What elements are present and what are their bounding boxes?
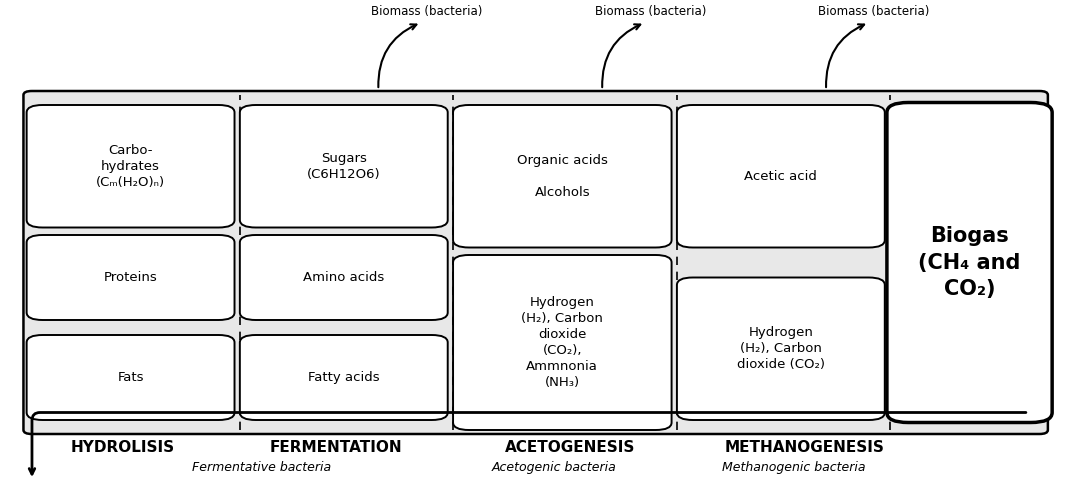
FancyBboxPatch shape <box>27 335 235 420</box>
Text: Acetogenic bacteria: Acetogenic bacteria <box>491 461 617 474</box>
FancyBboxPatch shape <box>240 105 448 228</box>
Text: Methanogenic bacteria: Methanogenic bacteria <box>723 461 866 474</box>
FancyBboxPatch shape <box>27 235 235 320</box>
Text: Biomass (bacteria): Biomass (bacteria) <box>371 4 482 18</box>
Text: Carbo-
hydrates
(Cₘ(H₂O)ₙ): Carbo- hydrates (Cₘ(H₂O)ₙ) <box>96 144 165 188</box>
Text: Hydrogen
(H₂), Carbon
dioxide
(CO₂),
Ammnonia
(NH₃): Hydrogen (H₂), Carbon dioxide (CO₂), Amm… <box>521 296 603 389</box>
Text: Fatty acids: Fatty acids <box>308 371 379 384</box>
FancyBboxPatch shape <box>27 105 235 228</box>
FancyBboxPatch shape <box>453 105 672 248</box>
FancyBboxPatch shape <box>677 105 885 248</box>
FancyBboxPatch shape <box>453 255 672 430</box>
FancyBboxPatch shape <box>240 335 448 420</box>
Text: FERMENTATION: FERMENTATION <box>270 440 402 455</box>
Text: Fats: Fats <box>117 371 144 384</box>
Text: Organic acids

Alcohols: Organic acids Alcohols <box>517 154 608 198</box>
Text: Hydrogen
(H₂), Carbon
dioxide (CO₂): Hydrogen (H₂), Carbon dioxide (CO₂) <box>737 326 825 371</box>
Text: HYDROLISIS: HYDROLISIS <box>70 440 175 455</box>
FancyBboxPatch shape <box>677 278 885 420</box>
FancyBboxPatch shape <box>23 91 1048 434</box>
Text: ACETOGENESIS: ACETOGENESIS <box>505 440 635 455</box>
Text: Biomass (bacteria): Biomass (bacteria) <box>595 4 706 18</box>
Text: Biomass (bacteria): Biomass (bacteria) <box>819 4 930 18</box>
Text: Acetic acid: Acetic acid <box>744 170 818 182</box>
Text: METHANOGENESIS: METHANOGENESIS <box>725 440 885 455</box>
Text: Proteins: Proteins <box>103 271 158 284</box>
Text: Sugars
(C6H12O6): Sugars (C6H12O6) <box>307 152 381 180</box>
FancyBboxPatch shape <box>887 102 1052 422</box>
Text: Fermentative bacteria: Fermentative bacteria <box>192 461 330 474</box>
Text: Biogas
(CH₄ and
CO₂): Biogas (CH₄ and CO₂) <box>918 226 1021 299</box>
Text: Amino acids: Amino acids <box>303 271 385 284</box>
FancyBboxPatch shape <box>240 235 448 320</box>
